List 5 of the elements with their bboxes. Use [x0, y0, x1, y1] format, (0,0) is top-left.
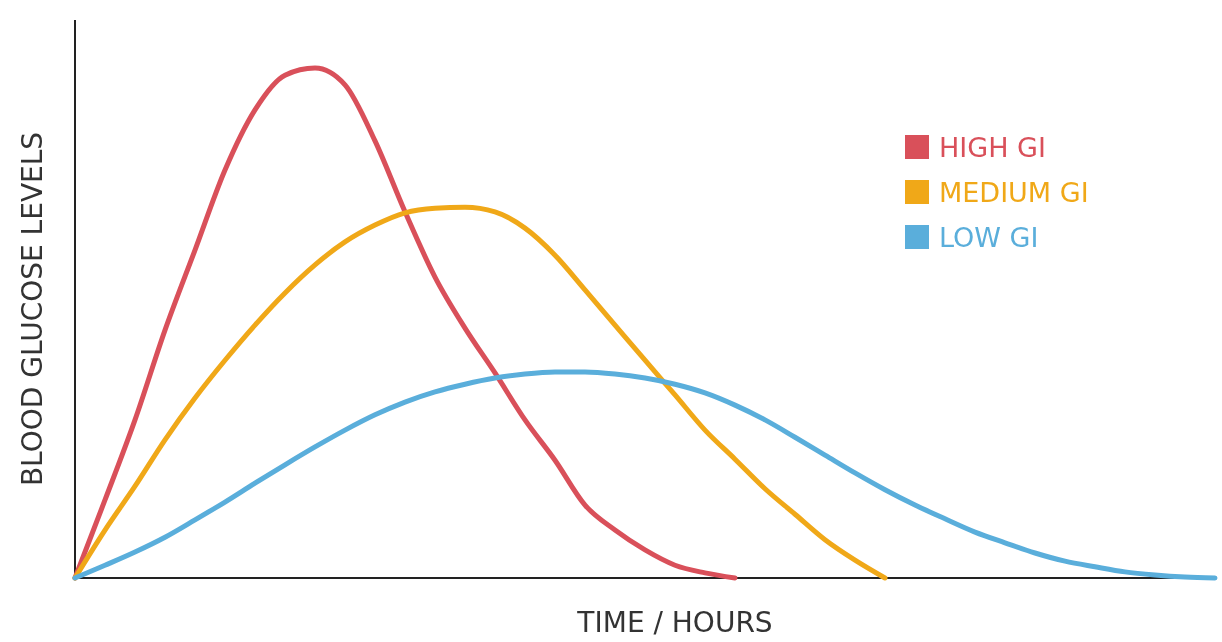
legend-label: MEDIUM GI: [939, 177, 1089, 208]
legend-label: HIGH GI: [939, 132, 1046, 163]
y-axis-title: BLOOD GLUCOSE LEVELS: [16, 131, 49, 487]
x-axis-title: TIME / HOURS: [576, 606, 773, 639]
legend-label: LOW GI: [939, 222, 1039, 253]
